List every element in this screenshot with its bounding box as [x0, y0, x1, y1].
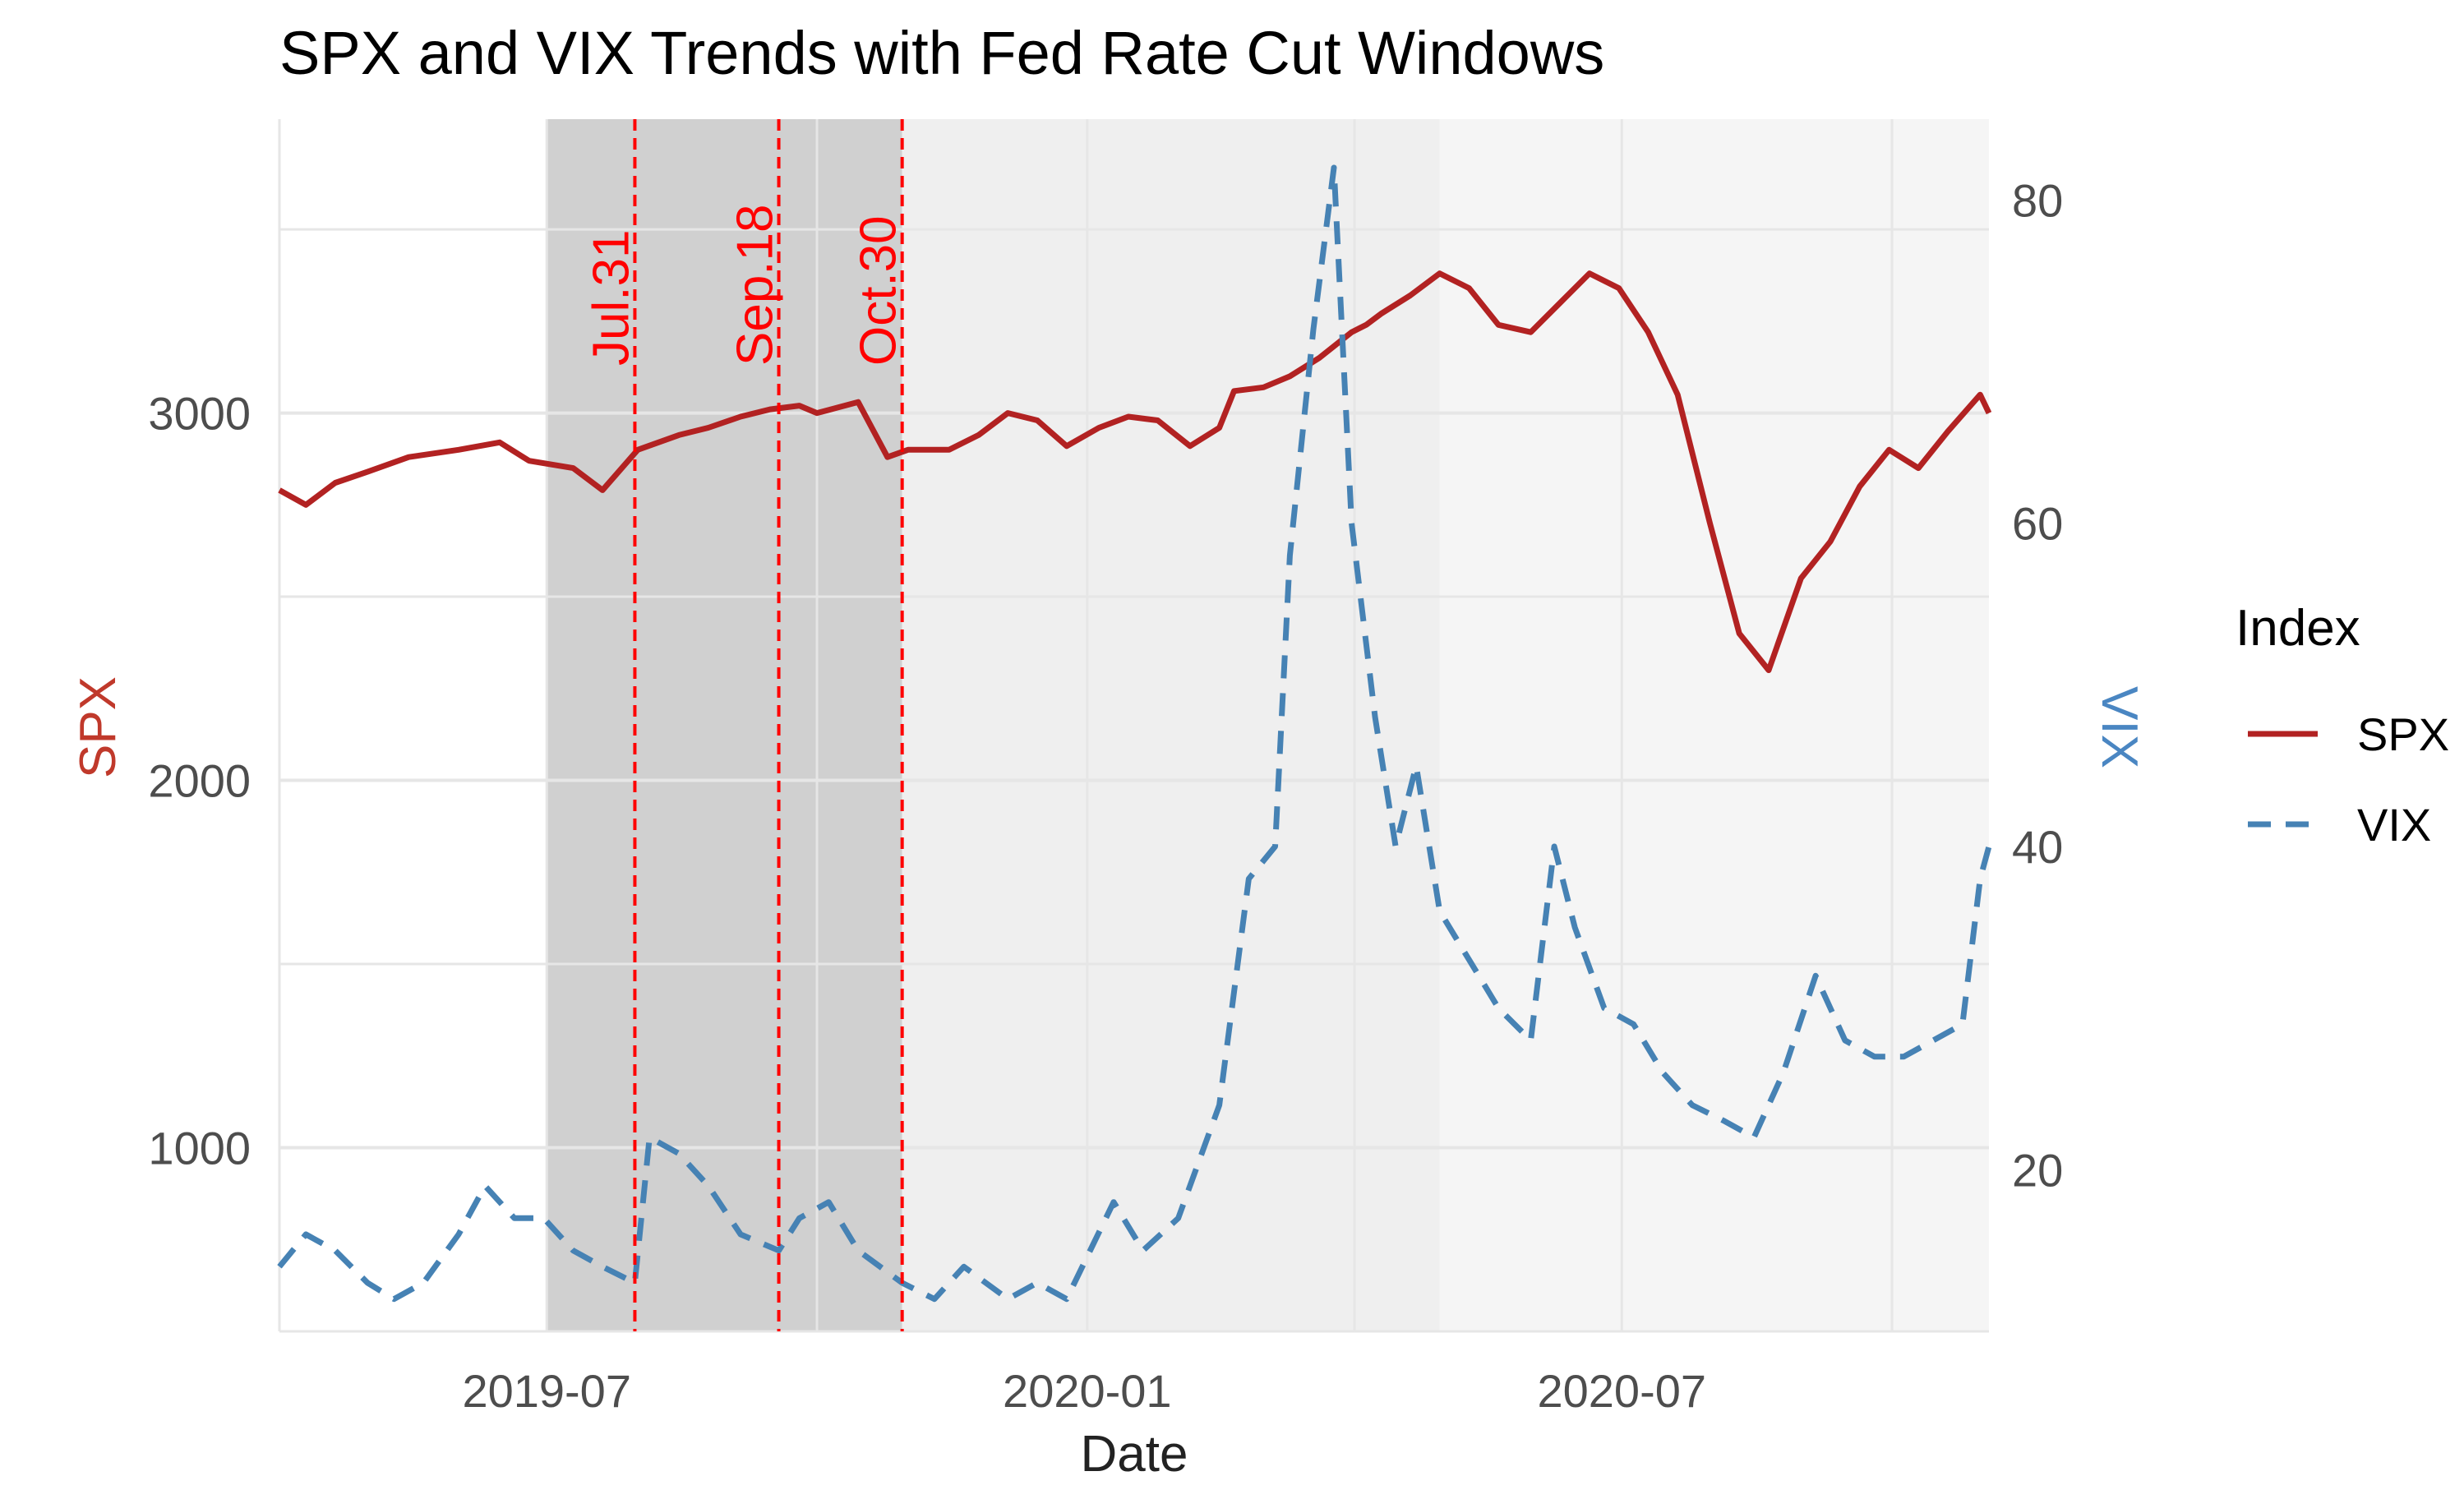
- y-left-tick-label: 1000: [148, 1123, 251, 1174]
- legend: Index SPX VIX: [2236, 600, 2449, 851]
- legend-title: Index: [2236, 600, 2360, 657]
- chart-title: SPX and VIX Trends with Fed Rate Cut Win…: [279, 19, 1604, 87]
- x-tick-label: 2020-01: [1003, 1365, 1172, 1417]
- y-left-tick-label: 2000: [148, 755, 251, 807]
- event-label: Jul.31: [583, 230, 639, 366]
- event-markers: Jul.31 Sep.18 Oct.30: [583, 119, 907, 1331]
- event-label: Sep.18: [727, 204, 784, 366]
- y-right-tick-label: 80: [2012, 174, 2063, 226]
- y-axis-right-label: VIX: [2091, 686, 2148, 768]
- shaded-window: [547, 119, 902, 1331]
- x-tick-label: 2019-07: [462, 1365, 631, 1417]
- y-right-tick-label: 40: [2012, 821, 2063, 873]
- x-tick-label: 2020-07: [1538, 1365, 1707, 1417]
- x-axis-label: Date: [1081, 1426, 1188, 1483]
- series-layer: [277, 164, 1992, 1303]
- y-right-tick-label: 20: [2012, 1144, 2063, 1196]
- event-label: Oct.30: [851, 215, 907, 366]
- shaded-window: [902, 119, 1440, 1331]
- legend-label-spx: SPX: [2357, 708, 2449, 760]
- series-line-vix: [277, 164, 1992, 1303]
- gridlines: [278, 119, 1989, 1333]
- y-right-tick-label: 60: [2012, 498, 2063, 550]
- shaded-window: [1439, 119, 1989, 1331]
- y-left-tick-label: 3000: [148, 388, 251, 440]
- axis-ticks: 1000 2000 3000 20 40 60 80 2019-07 2020-01 2020-0…: [148, 174, 2063, 1417]
- legend-label-vix: VIX: [2357, 799, 2431, 851]
- shaded-windows: [279, 119, 1989, 1331]
- y-axis-left-label: SPX: [70, 676, 127, 778]
- series-line-spx: [278, 270, 1992, 673]
